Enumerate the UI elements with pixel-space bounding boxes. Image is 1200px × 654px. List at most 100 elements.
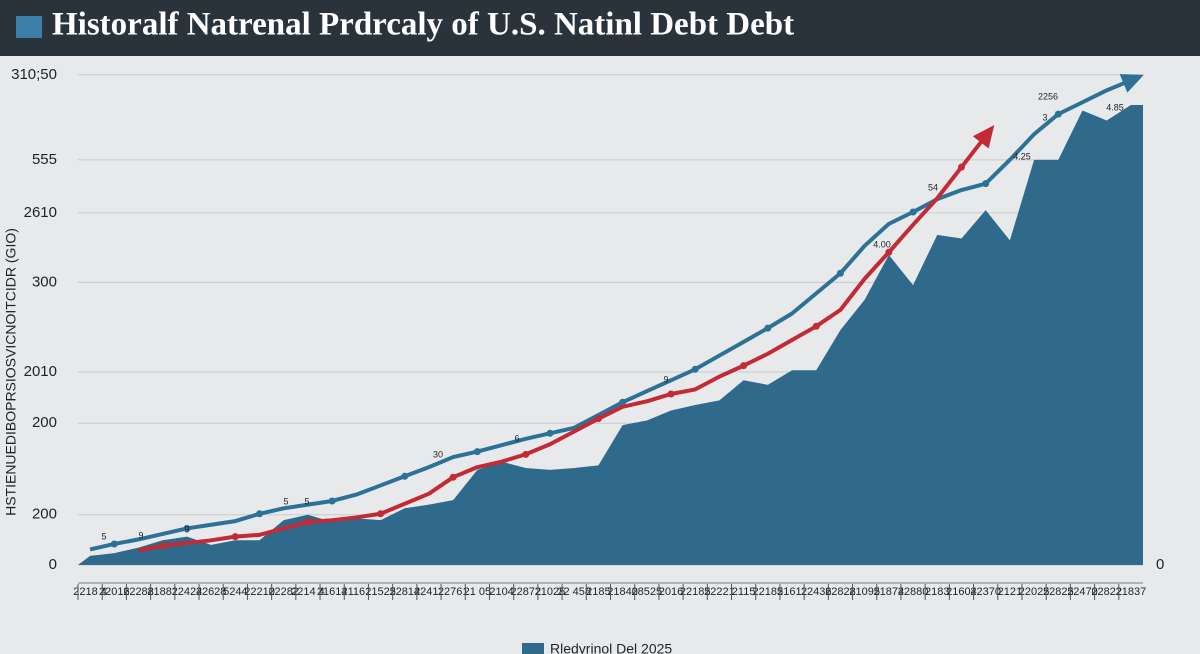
annotation: 6 <box>514 433 519 443</box>
x-tick-label: 22 458 <box>557 586 591 598</box>
x-tick-label: 22825 <box>1043 586 1074 598</box>
line-point <box>982 180 990 188</box>
x-tick-label: 21874 <box>874 586 905 598</box>
x-tick-label: 21837 <box>1116 586 1147 598</box>
annotation: 54 <box>928 182 938 192</box>
x-tick-label: 22282 <box>268 586 299 598</box>
y-axis-label: HSTIENUEDIBOPRSIOSVICNOITCIDR (GIO) <box>3 228 19 516</box>
line-point <box>449 473 457 481</box>
x-tick-label: 2104 <box>489 586 513 598</box>
annotation: 9 <box>138 530 143 540</box>
annotation: 9 <box>184 524 189 534</box>
x-tick-label: 22424 <box>172 586 203 598</box>
y-tick-label: 555 <box>32 151 57 168</box>
x-tick-label: 21614 <box>317 586 348 598</box>
legend-label: Rledyrinol Del 2025 <box>550 641 672 654</box>
x-tick-label: 2121 <box>998 586 1022 598</box>
x-tick-label: 21095 <box>849 586 880 598</box>
arrow-head <box>1119 74 1144 93</box>
y-tick-label: 0 <box>49 556 57 573</box>
x-tick-label: 21 05 <box>464 586 492 598</box>
x-tick-label: 2185 <box>586 586 610 598</box>
x-tick-label: 21881 <box>147 586 178 598</box>
line-point <box>159 542 167 550</box>
y-tick-label: 310;50 <box>11 66 57 83</box>
line-point <box>764 324 772 332</box>
x-tick-label: 22872 <box>510 586 541 598</box>
line-point <box>110 540 118 548</box>
line-point <box>231 533 239 541</box>
area <box>78 104 1143 565</box>
x-tick-label: 5244 <box>223 586 247 598</box>
x-tick-label: 21161 <box>341 586 371 598</box>
line-point <box>667 390 675 398</box>
x-tick-label: 2016 <box>659 586 683 598</box>
line-point <box>1054 110 1062 118</box>
annotation: 5 <box>304 496 309 506</box>
x-tick-label: 22828 <box>825 586 856 598</box>
x-tick-label: 2214 4 <box>291 586 325 598</box>
annotation: 3 <box>1042 112 1047 122</box>
x-tick-label: 2218 4 <box>73 586 107 598</box>
line-point <box>691 365 699 373</box>
annotation: 5 <box>101 531 106 541</box>
line-point <box>522 450 530 458</box>
x-tick-label: 2115 <box>732 586 756 598</box>
x-tick-label: 21840 <box>607 586 638 598</box>
x-tick-label: 22436 <box>801 586 832 598</box>
annotation: 30 <box>433 449 443 459</box>
x-tick-label: 22411 <box>414 586 444 598</box>
line-point <box>401 472 409 480</box>
line-point <box>546 429 554 437</box>
line-point <box>740 362 748 370</box>
line-point <box>473 448 481 456</box>
y-tick-label: 2610 <box>24 204 57 221</box>
annotation: 9 <box>663 374 668 384</box>
x-tick-label: 22185 <box>680 586 711 598</box>
x-tick-label: 22470 <box>1067 586 1098 598</box>
x-tick-label: 22814 <box>389 586 420 598</box>
y2-tick-label: 0 <box>1156 556 1164 573</box>
y-tick-label: 2010 <box>24 363 57 380</box>
annotation: 4.25 <box>1013 151 1031 161</box>
x-tick-label: 22185 <box>753 586 784 598</box>
line-point <box>812 322 820 330</box>
line <box>89 78 1132 552</box>
line-point <box>256 510 264 518</box>
annotation: 5 <box>283 496 288 506</box>
x-tick-label: 22016 <box>99 586 130 598</box>
legend-swatch <box>522 643 544 654</box>
annotation: 4.85 <box>1106 102 1124 112</box>
line-point <box>377 510 385 518</box>
line-point <box>304 518 312 526</box>
x-tick-label: 22210 <box>244 586 275 598</box>
x-tick-label: 2183 <box>925 586 949 598</box>
x-tick-label: 21025 <box>535 586 566 598</box>
line-point <box>885 248 893 256</box>
x-tick-label: 21525 <box>365 586 396 598</box>
y-tick-label: 300 <box>32 273 57 290</box>
x-tick-label: 22880 <box>898 586 929 598</box>
line-point <box>957 163 965 171</box>
annotation: 4.00 <box>873 239 891 249</box>
line <box>138 134 988 553</box>
x-tick-label: 21604 <box>946 586 977 598</box>
x-tick-label: 22221 <box>704 586 735 598</box>
x-tick-label: 28525 <box>632 586 663 598</box>
line-point <box>594 415 602 423</box>
y-tick-label: 200 <box>32 414 57 431</box>
x-tick-label: 22628 <box>196 586 227 598</box>
line-point <box>836 269 844 277</box>
x-tick-label: 22822 <box>1091 586 1122 598</box>
x-tick-label: 22761 <box>438 586 469 598</box>
title-icon <box>16 16 42 38</box>
chart-title: Historalf Natrenal Prdrcaly of U.S. Nati… <box>52 7 794 43</box>
y-tick-label: 200 <box>32 506 57 523</box>
x-tick-label: 22288 <box>123 586 154 598</box>
x-tick-label: 22370 <box>970 586 1001 598</box>
title-bar <box>0 0 1200 56</box>
x-tick-label: 22025 <box>1019 586 1050 598</box>
line-point <box>328 497 336 505</box>
annotation: 2256 <box>1038 91 1058 101</box>
